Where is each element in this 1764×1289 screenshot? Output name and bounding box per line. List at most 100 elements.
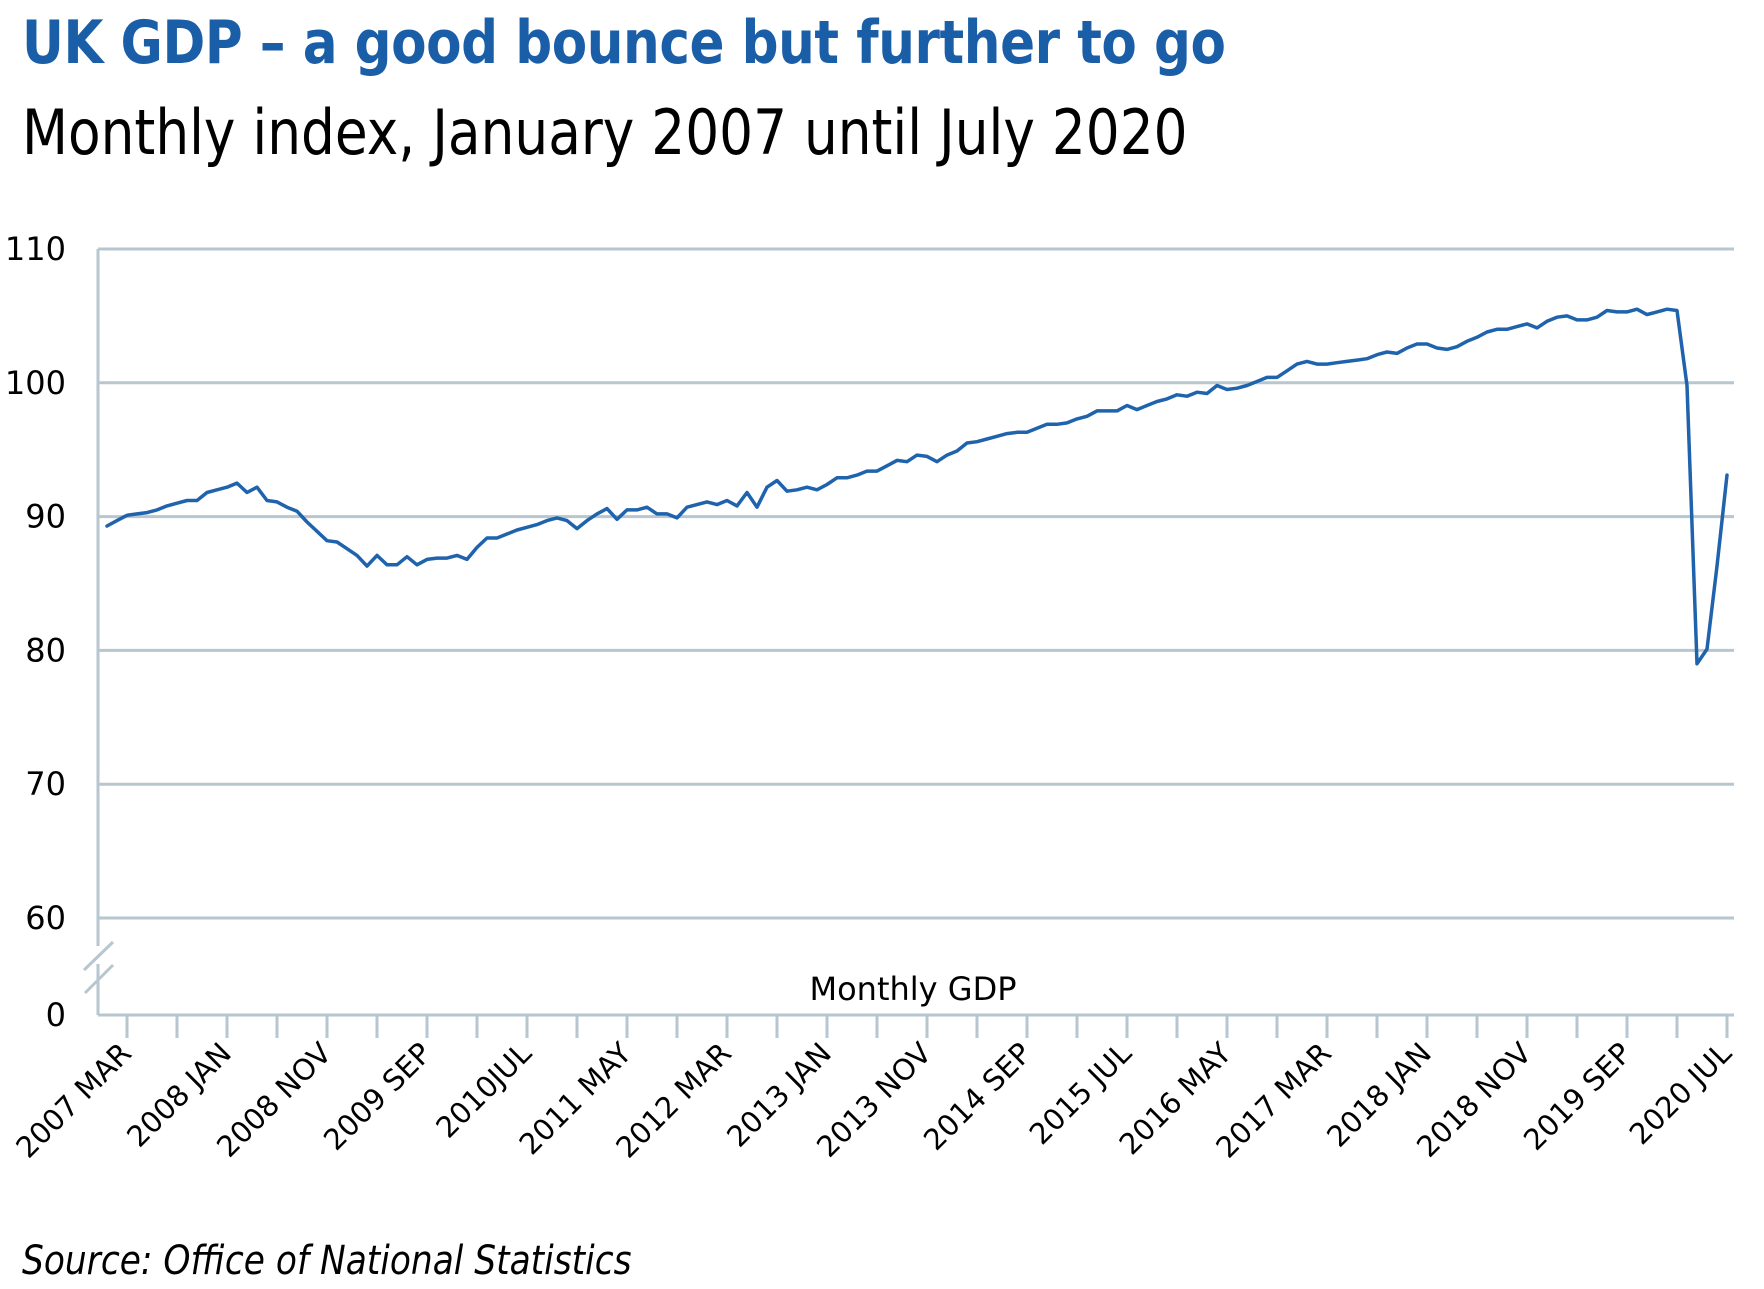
data-point — [1466, 340, 1469, 343]
data-point — [1356, 359, 1359, 362]
x-tick-label: 2007 MAR — [9, 1036, 138, 1165]
data-point — [696, 503, 699, 506]
data-point — [1556, 316, 1559, 319]
data-point — [1276, 376, 1279, 379]
data-point — [1086, 415, 1089, 418]
data-point — [1456, 345, 1459, 348]
data-point — [1346, 360, 1349, 363]
data-point — [136, 512, 139, 515]
data-point — [1286, 369, 1289, 372]
data-point — [646, 506, 649, 509]
data-point — [1126, 404, 1129, 407]
x-tick-label: 2009 SEP — [317, 1036, 438, 1157]
data-point — [406, 555, 409, 558]
data-point — [746, 491, 749, 494]
data-point — [686, 506, 689, 509]
data-point — [266, 499, 269, 502]
data-point — [1426, 342, 1429, 345]
data-point — [346, 547, 349, 550]
data-point — [476, 546, 479, 549]
data-point — [766, 486, 769, 489]
data-point — [1496, 328, 1499, 331]
data-point — [1226, 388, 1229, 391]
data-point — [576, 527, 579, 530]
data-point — [1026, 431, 1029, 434]
data-point — [1186, 395, 1189, 398]
data-point — [286, 506, 289, 509]
data-point — [786, 490, 789, 493]
data-point — [176, 502, 179, 505]
data-point — [376, 554, 379, 557]
data-point — [536, 523, 539, 526]
data-point — [1636, 308, 1639, 311]
data-point — [356, 554, 359, 557]
chart-subtitle: Monthly index, January 2007 until July 2… — [22, 96, 1188, 169]
data-point — [986, 437, 989, 440]
data-point — [1216, 384, 1219, 387]
data-point — [336, 541, 339, 544]
data-point — [496, 537, 499, 540]
data-point — [736, 504, 739, 507]
data-point — [1516, 325, 1519, 328]
y-tick-label-70: 70 — [25, 765, 66, 803]
data-point — [1336, 361, 1339, 364]
data-point — [936, 460, 939, 463]
data-point — [1206, 392, 1209, 395]
data-point — [1576, 318, 1579, 321]
data-point — [396, 563, 399, 566]
data-point — [916, 454, 919, 457]
data-point — [716, 503, 719, 506]
data-point — [926, 455, 929, 458]
data-point — [1536, 326, 1539, 329]
series-line-monthly-gdp — [105, 307, 1729, 666]
data-point — [1046, 423, 1049, 426]
data-point — [1686, 384, 1689, 387]
data-point — [1486, 330, 1489, 333]
data-point — [676, 516, 679, 519]
data-point — [1296, 363, 1299, 366]
data-point — [246, 491, 249, 494]
data-point — [1016, 431, 1019, 434]
data-point — [1076, 417, 1079, 420]
y-axis-ticks: 110 100 90 80 70 60 0 — [5, 230, 66, 1034]
y-tick-label-110: 110 — [5, 230, 66, 268]
y-tick-label-0: 0 — [46, 996, 66, 1034]
data-point — [906, 460, 909, 463]
data-point — [1146, 404, 1149, 407]
data-point — [1416, 342, 1419, 345]
data-point — [656, 512, 659, 515]
data-point — [616, 518, 619, 521]
data-point — [1506, 328, 1509, 331]
data-point — [1726, 474, 1729, 477]
data-point — [996, 435, 999, 438]
data-point — [236, 482, 239, 485]
data-point — [1006, 432, 1009, 435]
data-point — [296, 510, 299, 513]
data-point — [1266, 376, 1269, 379]
data-point — [436, 557, 439, 560]
data-point — [896, 459, 899, 462]
data-point — [1666, 308, 1669, 311]
y-tick-label-60: 60 — [25, 899, 66, 937]
data-point — [1106, 409, 1109, 412]
data-point — [856, 474, 859, 477]
data-point — [956, 450, 959, 453]
data-point — [1546, 320, 1549, 323]
data-point — [366, 565, 369, 568]
data-point — [486, 537, 489, 540]
data-point — [1096, 409, 1099, 412]
data-point — [1156, 400, 1159, 403]
data-point — [226, 486, 229, 489]
data-point — [886, 464, 889, 467]
data-point — [776, 479, 779, 482]
data-point — [1526, 322, 1529, 325]
data-point — [1366, 357, 1369, 360]
data-point — [446, 557, 449, 560]
data-point — [1706, 648, 1709, 651]
x-tick-label: 2019 SEP — [1517, 1036, 1638, 1157]
data-point — [976, 440, 979, 443]
y-tick-label-90: 90 — [25, 498, 66, 536]
axes — [82, 249, 1734, 1017]
data-point — [186, 499, 189, 502]
data-point — [1116, 409, 1119, 412]
